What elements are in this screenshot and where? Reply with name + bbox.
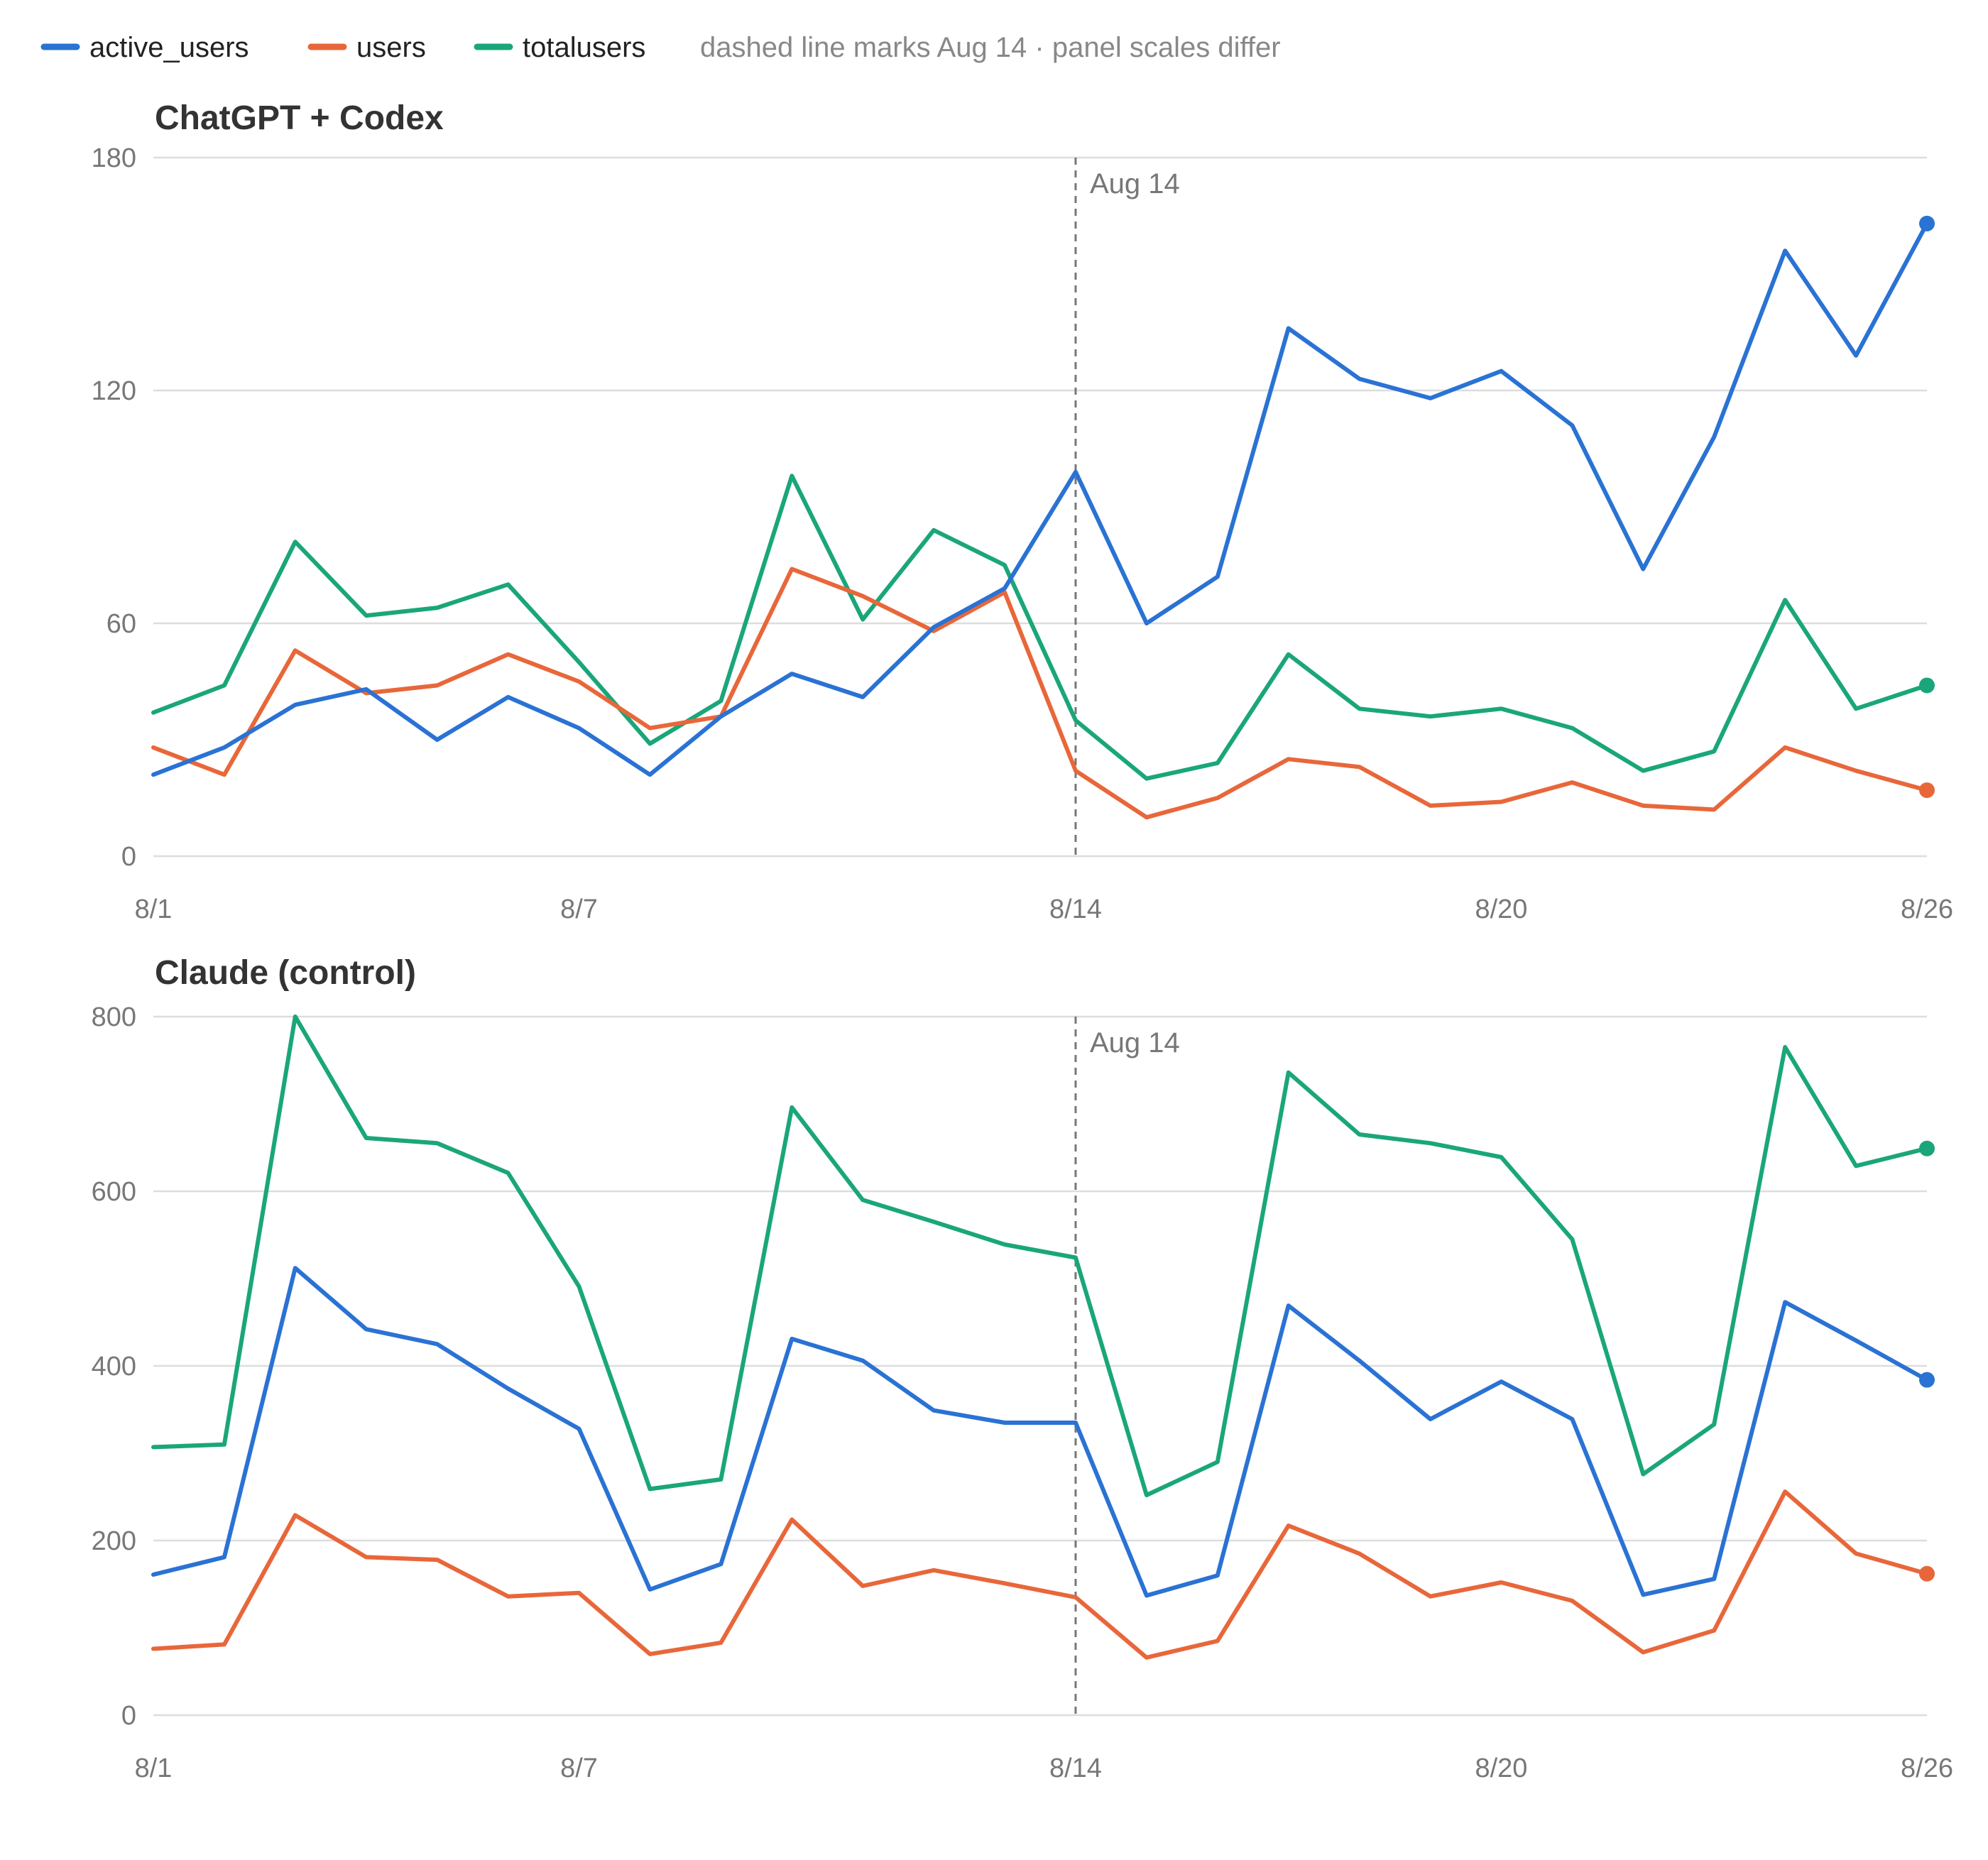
- x-tick-label: 8/7: [560, 1754, 598, 1783]
- series-line-active_users: [151, 1266, 1929, 1598]
- y-tick-label: 600: [92, 1177, 136, 1207]
- y-tick-label: 0: [121, 842, 136, 872]
- x-tick-label: 8/14: [1049, 895, 1102, 924]
- date-marker-label: Aug 14: [1090, 1027, 1180, 1058]
- y-tick-label: 800: [92, 1002, 136, 1032]
- series-end-point-totalusers: [1919, 677, 1935, 694]
- x-tick-label: 8/20: [1475, 1754, 1527, 1783]
- legend: active_users users totalusers dashed lin…: [40, 32, 1281, 63]
- y-tick-label: 0: [121, 1701, 136, 1731]
- y-tick-label: 60: [106, 609, 136, 639]
- panel-claude-control: Claude (control) 0 200 400 600 800 8/1 8/7 8/14…: [92, 954, 1953, 1783]
- series-line-active_users: [151, 221, 1929, 777]
- legend-label-totalusers: totalusers: [523, 32, 645, 63]
- x-tick-label: 8/7: [560, 895, 598, 924]
- series-end-point-totalusers: [1919, 1140, 1935, 1156]
- y-tick-label: 200: [92, 1526, 136, 1556]
- panel-title: Claude (control): [155, 954, 416, 992]
- series-end-point-active_users: [1919, 215, 1935, 231]
- y-tick-label: 180: [92, 143, 136, 173]
- x-tick-label: 8/14: [1049, 1754, 1102, 1783]
- date-marker-label: Aug 14: [1090, 168, 1180, 199]
- x-tick-label: 8/1: [135, 895, 173, 924]
- x-tick-label: 8/1: [135, 1754, 173, 1783]
- series-line-totalusers: [151, 1014, 1929, 1497]
- legend-label-users: users: [356, 32, 426, 63]
- panel-title: ChatGPT + Codex: [155, 99, 444, 137]
- x-tick-label: 8/26: [1901, 1754, 1953, 1783]
- series-end-point-users: [1919, 1565, 1935, 1582]
- y-tick-label: 400: [92, 1352, 136, 1382]
- series-line-users: [151, 567, 1929, 820]
- legend-label-active_users: active_users: [89, 32, 249, 63]
- series-end-point-users: [1919, 782, 1935, 799]
- legend-note: dashed line marks Aug 14 · panel scales …: [700, 32, 1281, 63]
- panel-chatgpt-codex: ChatGPT + Codex 0 60 120 180 8/1 8/7 8/14 8/20 8…: [92, 99, 1953, 924]
- y-tick-label: 120: [92, 376, 136, 406]
- x-tick-label: 8/20: [1475, 895, 1527, 924]
- series-line-totalusers: [151, 474, 1929, 781]
- x-tick-label: 8/26: [1901, 895, 1953, 924]
- series-line-users: [151, 1489, 1929, 1660]
- series-end-point-active_users: [1919, 1372, 1935, 1388]
